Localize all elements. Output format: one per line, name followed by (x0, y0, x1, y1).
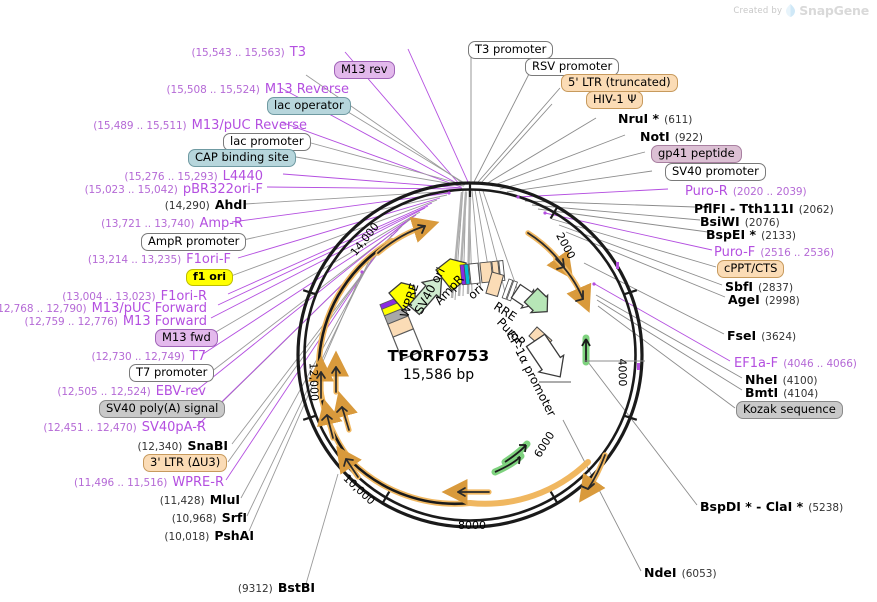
label-lac-operator-feature[interactable]: lac operator (267, 97, 351, 115)
label-nrui-site[interactable]: NruI * (611) (618, 111, 693, 126)
label-m13-rev-feature[interactable]: M13 rev (334, 61, 395, 79)
label-bstbi-site[interactable]: (9312) BstBI (237, 580, 315, 595)
label-lac-promoter-feature[interactable]: lac promoter (223, 133, 311, 151)
label-srfi-site[interactable]: (10,968) SrfI (171, 510, 247, 525)
label-pbr322ori-f-primer[interactable]: (15,023 .. 15,042) pBR322ori-F (84, 182, 263, 197)
label-mlui-site[interactable]: (11,428) MluI (159, 492, 240, 507)
plasmid-title: TFORF0753 15,586 bp (0, 347, 877, 383)
snapgene-logo-icon (786, 4, 796, 17)
label-m13-forward-primer[interactable]: (12,759 .. 12,776) M13 Forward (24, 314, 208, 329)
watermark-brand: SnapGene (799, 3, 869, 18)
label-sv40-promoter-feature[interactable]: SV40 promoter (665, 163, 766, 181)
label-f1ori-f-primer[interactable]: (13,214 .. 13,235) F1ori-F (87, 252, 231, 267)
label-agei-site[interactable]: AgeI (2998) (728, 292, 800, 307)
label-t7-promoter-feature[interactable]: T7 promoter (129, 364, 215, 382)
label-amp-r-primer[interactable]: (13,721 .. 13,740) Amp-R (101, 216, 243, 231)
plasmid-name: TFORF0753 (387, 347, 490, 365)
plasmid-size: 15,586 bp (402, 367, 475, 383)
label-cap-binding-site-feature[interactable]: CAP binding site (188, 149, 296, 167)
label-ndei-site[interactable]: NdeI (6053) (644, 565, 717, 580)
label-puro-r-primer[interactable]: Puro-R (2020 .. 2039) (685, 184, 807, 199)
snapgene-watermark: Created by SnapGene (733, 3, 869, 18)
label-three-prime-ltr-feature[interactable]: 3' LTR (ΔU3) (143, 454, 228, 472)
label-hiv-1-psi-feature[interactable]: HIV-1 Ψ (586, 91, 644, 109)
label-gp41-peptide-feature[interactable]: gp41 peptide (651, 145, 742, 163)
watermark-created-by: Created by (733, 5, 783, 16)
label-cppt-cts-feature[interactable]: cPPT/CTS (717, 260, 785, 278)
label-five-prime-ltr-feature[interactable]: 5' LTR (truncated) (561, 74, 678, 92)
label-kozak-sequence-feature[interactable]: Kozak sequence (736, 401, 843, 419)
label-pshai-site[interactable]: (10,018) PshAI (164, 528, 254, 543)
label-m13-puc-forward-primer[interactable]: (12,768 .. 12,790) M13/pUC Forward (0, 301, 207, 316)
label-t3-promoter-feature[interactable]: T3 promoter (468, 41, 554, 59)
ruler-tick-12000: 12,000 (306, 362, 321, 402)
label-bspdi-clai-site[interactable]: BspDI * - ClaI * (5238) (700, 499, 844, 514)
label-nhei-site[interactable]: NheI (4100) (745, 372, 818, 387)
label-ahdi-site[interactable]: (14,290) AhdI (164, 197, 247, 212)
label-ef1a-f-primer[interactable]: EF1a-F (4046 .. 4066) (734, 356, 857, 371)
label-noti-site[interactable]: NotI (922) (640, 129, 704, 144)
label-f1ori-r-primer[interactable]: (13,004 .. 13,023) F1ori-R (62, 289, 207, 304)
label-bmti-site[interactable]: BmtI (4104) (745, 385, 819, 400)
label-sv40pa-r-primer[interactable]: (12,451 .. 12,470) SV40pA-R (43, 420, 206, 435)
label-sbfi-site[interactable]: SbfI (2837) (725, 279, 794, 294)
label-m13-puc-reverse-primer[interactable]: (15,489 .. 15,511) M13/pUC Reverse (93, 118, 307, 133)
label-puro-f-primer[interactable]: Puro-F (2516 .. 2536) (714, 245, 834, 260)
ruler-tick-8000: 8000 (458, 519, 486, 532)
label-t3-primer[interactable]: (15,543 .. 15,563) T3 (191, 45, 306, 60)
ruler-tick-4000: 4000 (615, 358, 629, 387)
label-l4440-primer[interactable]: (15,276 .. 15,293) L4440 (124, 169, 263, 184)
label-bspei-site[interactable]: BspEI * (2133) (706, 227, 797, 242)
label-t7-primer[interactable]: (12,730 .. 12,749) T7 (91, 349, 206, 364)
label-wpre-r-primer[interactable]: (11,496 .. 11,516) WPRE-R (74, 475, 224, 490)
label-fsei-site[interactable]: FseI (3624) (727, 328, 797, 343)
label-f1-ori-feature[interactable]: f1 ori (186, 269, 234, 287)
label-bsiwi-site[interactable]: BsiWI (2076) (700, 214, 780, 229)
label-snabi-site[interactable]: (12,340) SnaBI (137, 438, 228, 453)
label-ebv-rev-primer[interactable]: (12,505 .. 12,524) EBV-rev (57, 384, 206, 399)
label-m13-fwd-feature[interactable]: M13 fwd (155, 329, 218, 347)
label-ampr-promoter-feature[interactable]: AmpR promoter (141, 233, 247, 251)
label-sv40-polya-signal-feature[interactable]: SV40 poly(A) signal (99, 400, 226, 418)
label-m13-reverse-primer[interactable]: (15,508 .. 15,524) M13 Reverse (166, 82, 349, 97)
label-pflfi-tth111i-site[interactable]: PflFI - Tth111I (2062) (694, 201, 834, 216)
